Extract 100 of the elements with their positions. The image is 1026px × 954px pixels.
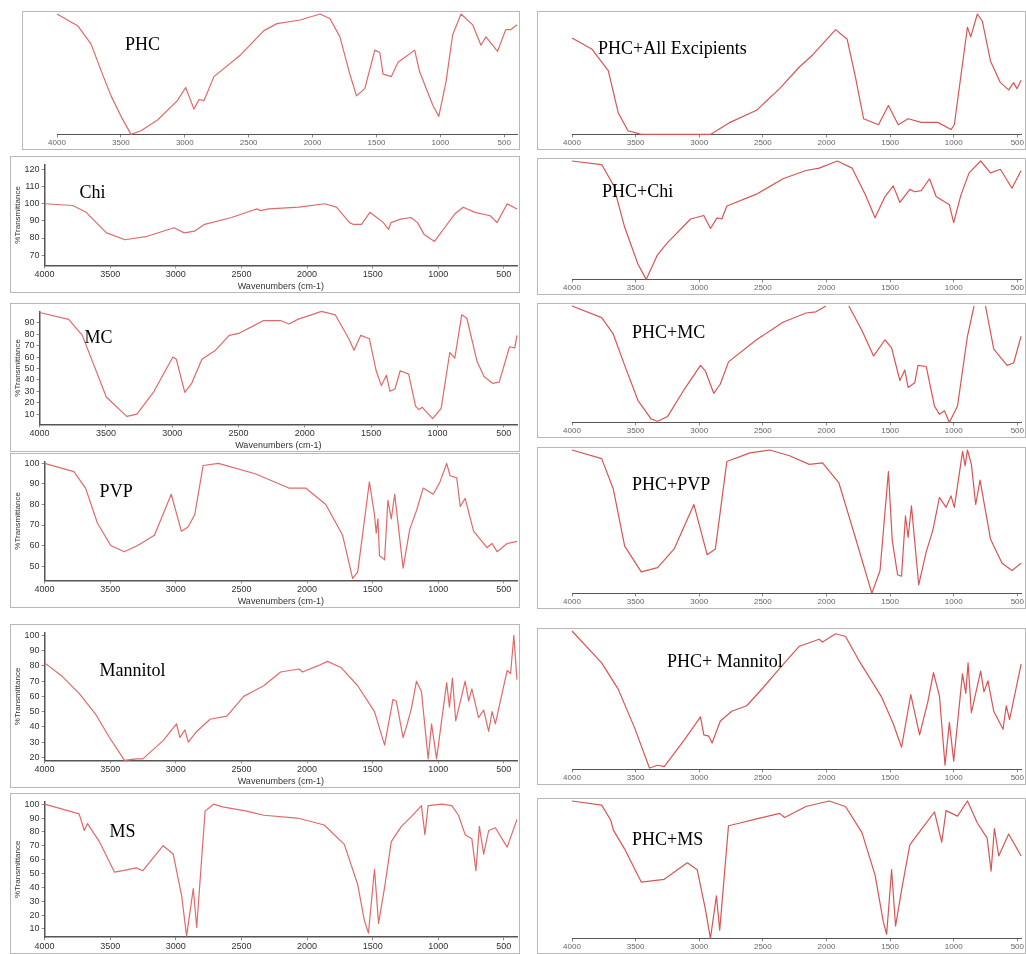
y-tick-label: 20: [24, 397, 35, 408]
x-tick-label: 3500: [626, 283, 646, 293]
x-tick-label: 1500: [881, 138, 900, 148]
y-tick-label: 80: [24, 328, 35, 339]
x-tick-label: 3000: [690, 283, 709, 293]
x-tick-label: 3500: [100, 764, 121, 775]
x-tick-label: 4000: [34, 269, 55, 280]
y-tick-label: 90: [29, 478, 40, 489]
x-tick-label: 500: [1010, 426, 1025, 436]
x-tick-label: 1000: [944, 138, 964, 148]
y-axis-title: %Transmittance: [13, 338, 22, 397]
y-tick-label: 80: [29, 826, 40, 837]
x-tick-label: 1500: [881, 426, 900, 436]
text: Mannitol: [99, 660, 166, 681]
x-tick-label: 1000: [944, 283, 964, 293]
x-axis-title: Wavenumbers (cm-1): [237, 776, 324, 787]
text: PVP: [99, 481, 133, 502]
y-tick-label: 60: [29, 690, 40, 701]
x-tick-label: 4000: [34, 941, 55, 952]
y-tick-label: 60: [29, 540, 40, 551]
x-axis-title: Wavenumbers (cm-1): [235, 440, 322, 451]
x-tick-label: 2500: [239, 138, 259, 148]
x-tick-label: 3500: [95, 428, 116, 439]
x-tick-label: 3000: [690, 597, 709, 607]
x-tick-label: 2000: [297, 269, 318, 280]
y-tick-label: 120: [24, 164, 40, 175]
text: PHC+MS: [632, 828, 704, 849]
x-axis-title: Wavenumbers (cm-1): [237, 281, 324, 292]
y-tick-label: 20: [29, 909, 40, 920]
y-tick-label: 60: [29, 854, 40, 865]
x-tick-label: 3000: [175, 138, 195, 148]
x-tick-label: 2500: [231, 941, 252, 952]
y-tick-label: 80: [29, 660, 40, 671]
x-tick-label: 3500: [111, 138, 131, 148]
x-tick-label: 2000: [303, 138, 322, 148]
x-tick-label: 500: [496, 941, 512, 952]
y-tick-label: 80: [29, 232, 40, 243]
x-tick-label: 1000: [427, 428, 448, 439]
x-tick-label: 3000: [165, 764, 186, 775]
x-tick-label: 1000: [428, 584, 449, 595]
text: MC: [84, 327, 113, 348]
x-tick-label: 2000: [297, 764, 318, 775]
x-tick-label: 1000: [944, 773, 964, 783]
x-tick-label: 1500: [881, 942, 900, 952]
x-tick-label: 3500: [100, 584, 121, 595]
y-tick-label: 70: [29, 675, 40, 686]
y-tick-label: 90: [29, 645, 40, 656]
y-tick-label: 70: [29, 519, 40, 530]
x-tick-label: 500: [1010, 138, 1025, 148]
x-tick-label: 3500: [626, 942, 646, 952]
x-tick-label: 3000: [690, 773, 709, 783]
x-tick-label: 2000: [297, 584, 318, 595]
x-tick-label: 3000: [165, 941, 186, 952]
y-tick-label: 50: [29, 706, 40, 717]
y-tick-label: 100: [24, 629, 40, 640]
y-tick-label: 50: [29, 560, 40, 571]
x-tick-label: 2500: [753, 138, 773, 148]
x-tick-label: 2500: [228, 428, 249, 439]
y-tick-label: 90: [29, 215, 40, 226]
x-tick-label: 500: [496, 764, 512, 775]
text: MS: [109, 821, 136, 842]
x-tick-label: 4000: [563, 426, 582, 436]
y-tick-label: 10: [24, 408, 35, 419]
x-tick-label: 2000: [817, 773, 836, 783]
y-tick-label: 50: [24, 362, 35, 373]
x-tick-label: 500: [496, 269, 512, 280]
x-tick-label: 2500: [753, 773, 773, 783]
x-tick-label: 2500: [753, 426, 773, 436]
x-tick-label: 500: [496, 428, 512, 439]
text: PHC+PVP: [632, 473, 711, 494]
x-tick-label: 4000: [29, 428, 50, 439]
y-tick-label: 70: [29, 840, 40, 851]
x-tick-label: 2000: [817, 283, 836, 293]
y-tick-label: 10: [29, 923, 40, 934]
text: PHC+All Excipients: [598, 37, 747, 58]
x-axis-title: Wavenumbers (cm-1): [237, 596, 324, 607]
x-tick-label: 3000: [690, 942, 709, 952]
x-tick-label: 500: [496, 584, 512, 595]
x-tick-label: 2000: [817, 426, 836, 436]
x-tick-label: 1500: [881, 597, 900, 607]
x-tick-label: 3000: [690, 138, 709, 148]
text: PHC+ Mannitol: [667, 650, 783, 671]
x-tick-label: 1500: [361, 428, 382, 439]
x-tick-label: 2000: [817, 597, 836, 607]
x-tick-label: 3500: [626, 773, 646, 783]
y-tick-label: 90: [24, 317, 35, 328]
x-tick-label: 2000: [297, 941, 318, 952]
x-tick-label: 2000: [817, 942, 836, 952]
text: PHC: [125, 33, 161, 54]
y-tick-label: 100: [24, 198, 40, 209]
x-tick-label: 1500: [362, 269, 383, 280]
x-tick-label: 1500: [362, 941, 383, 952]
text: Chi: [79, 182, 106, 203]
x-tick-label: 500: [497, 138, 512, 148]
x-tick-label: 2500: [753, 942, 773, 952]
y-tick-label: 20: [29, 751, 40, 762]
x-tick-label: 1000: [428, 269, 449, 280]
x-tick-label: 4000: [563, 138, 582, 148]
x-tick-label: 1500: [367, 138, 386, 148]
y-tick-label: 50: [29, 867, 40, 878]
